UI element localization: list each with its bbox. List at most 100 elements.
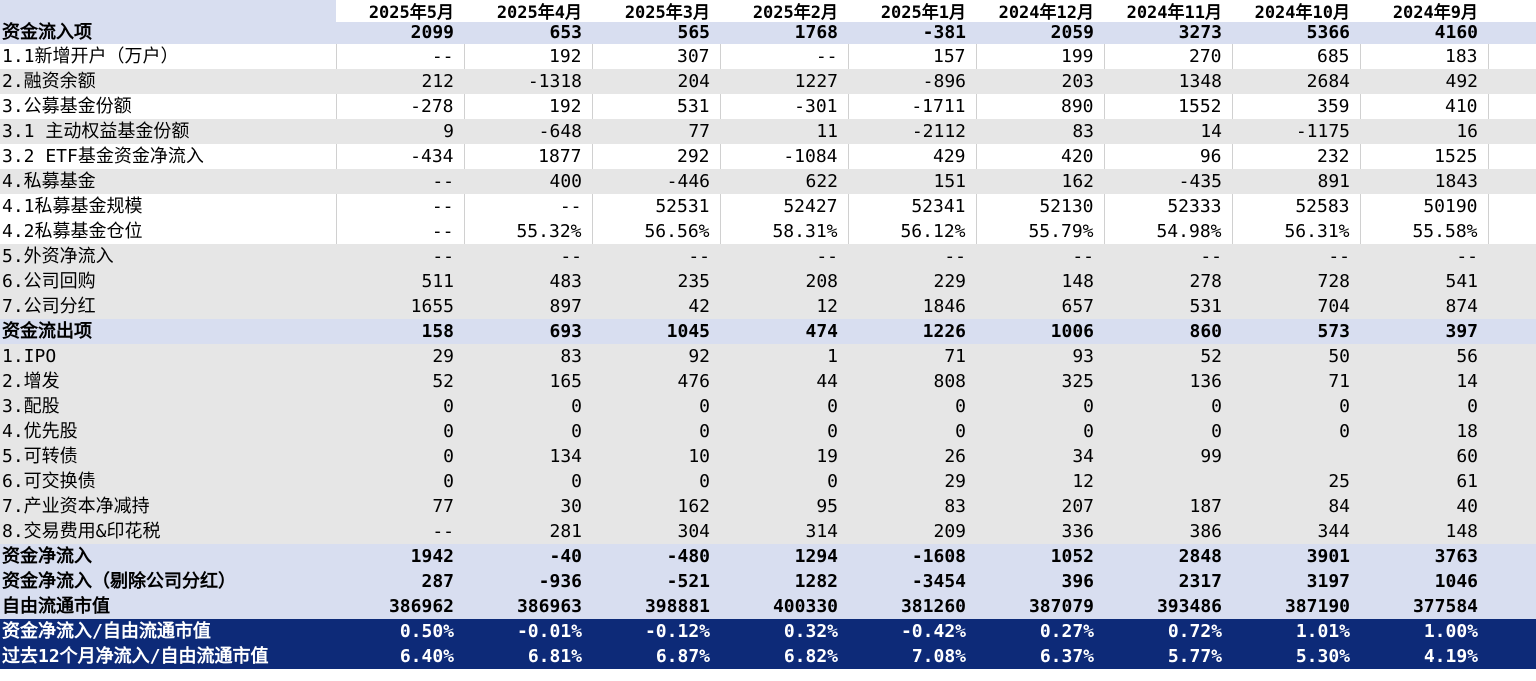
- row-label: 3.2 ETF基金资金净流入: [0, 144, 337, 169]
- row-label: 资金净流入（剔除公司分红）: [0, 569, 336, 594]
- table-cell: 0: [720, 394, 848, 419]
- table-cell: 397: [1360, 319, 1488, 344]
- table-cell: 61: [1360, 469, 1488, 494]
- row-label: 4.1私募基金规模: [0, 194, 337, 219]
- table-cell: 511: [336, 269, 464, 294]
- row-label: 2.融资余额: [0, 69, 336, 94]
- table-row: 3.1 主动权益基金份额 9 -648 77 11 -2112 83 14 -1175 16: [0, 119, 1536, 144]
- table-cell: --: [336, 519, 464, 544]
- row-edge: [1488, 569, 1536, 594]
- table-cell: 386963: [464, 594, 592, 619]
- row-label: 自由流通市值: [0, 594, 336, 619]
- table-cell: 162: [976, 169, 1104, 194]
- table-cell: 212: [336, 69, 464, 94]
- table-cell: 50: [1232, 344, 1360, 369]
- column-month: 2024年12月: [998, 3, 1094, 23]
- table-cell: -0.42%: [848, 619, 976, 644]
- row-edge: [1488, 394, 1536, 419]
- table-cell: 60: [1360, 444, 1488, 469]
- table-cell: 1227: [720, 69, 848, 94]
- table-cell: --: [1360, 244, 1488, 269]
- table-cell: 0: [592, 469, 720, 494]
- table-cell: 93: [976, 344, 1104, 369]
- table-cell: 325: [976, 369, 1104, 394]
- column-month: 2024年11月: [1126, 3, 1222, 23]
- row-edge: [1488, 619, 1536, 644]
- table-row: 7.产业资本净减持 77 30 162 95 83 207 187 84 40: [0, 494, 1536, 519]
- table-cell: --: [1104, 244, 1232, 269]
- table-cell: 6.81%: [464, 644, 592, 669]
- table-cell: 183: [1360, 44, 1489, 69]
- table-cell: 270: [1104, 44, 1233, 69]
- table-row: 4.私募基金 -- 400 -446 622 151 162 -435 891 1843: [0, 169, 1536, 194]
- table-cell: 278: [1104, 269, 1232, 294]
- table-cell: 52: [1104, 344, 1232, 369]
- table-cell: 235: [592, 269, 720, 294]
- row-edge: [1488, 0, 1536, 44]
- table-cell: 874: [1360, 294, 1488, 319]
- table-row: 4.1私募基金规模 -- -- 52531 52427 52341 52130 52333 52…: [0, 194, 1536, 219]
- table-cell: 56: [1360, 344, 1488, 369]
- table-cell: 16: [1360, 119, 1488, 144]
- table-cell: --: [336, 244, 464, 269]
- table-cell: 0: [592, 419, 720, 444]
- table-row: 3.2 ETF基金资金净流入 -434 1877 292 -1084 429 420 96 23…: [0, 144, 1536, 169]
- table-row: 资金净流入 1942 -40 -480 1294 -1608 1052 2848 3901 376…: [0, 544, 1536, 569]
- row-label: 7.公司分红: [0, 294, 336, 319]
- table-cell: 1.00%: [1360, 619, 1488, 644]
- table-cell: --: [976, 244, 1104, 269]
- table-row: 5.可转债 0 134 10 19 26 34 99 60: [0, 444, 1536, 469]
- table-cell: 387079: [976, 594, 1104, 619]
- table-cell: 0.32%: [720, 619, 848, 644]
- table-cell: 148: [1360, 519, 1488, 544]
- row-edge: [1488, 369, 1536, 394]
- table-cell: 685: [1232, 44, 1361, 69]
- table-cell: 165: [464, 369, 592, 394]
- inflow-total-value: 4160: [1434, 22, 1478, 43]
- row-edge: [1488, 419, 1536, 444]
- column-month: 2024年10月: [1254, 3, 1350, 23]
- table-cell: 204: [592, 69, 720, 94]
- table-cell: 400330: [720, 594, 848, 619]
- table-cell: -0.12%: [592, 619, 720, 644]
- inflow-total-value: 2059: [1050, 22, 1094, 43]
- table-cell: 704: [1232, 294, 1360, 319]
- table-cell: 44: [720, 369, 848, 394]
- table-cell: 55.58%: [1360, 219, 1489, 244]
- table-cell: --: [336, 44, 465, 69]
- table-cell: 1045: [592, 319, 720, 344]
- table-cell: 52583: [1232, 194, 1361, 219]
- table-cell: 1846: [848, 294, 976, 319]
- table-cell: -1084: [720, 144, 849, 169]
- row-edge: [1488, 219, 1536, 244]
- table-cell: 1525: [1360, 144, 1489, 169]
- table-cell: -936: [464, 569, 592, 594]
- table-cell: 134: [464, 444, 592, 469]
- row-label: 资金流出项: [0, 319, 336, 344]
- table-cell: -446: [592, 169, 720, 194]
- table-cell: -3454: [848, 569, 976, 594]
- table-cell: -434: [336, 144, 465, 169]
- row-label: 3.配股: [0, 394, 336, 419]
- table-cell: 2684: [1232, 69, 1360, 94]
- table-cell: 6.40%: [336, 644, 464, 669]
- table-row: 6.公司回购 511 483 235 208 229 148 278 728 541: [0, 269, 1536, 294]
- table-cell: 56.56%: [592, 219, 721, 244]
- table-cell: 377584: [1360, 594, 1488, 619]
- table-cell: 55.32%: [464, 219, 593, 244]
- table-cell: 1552: [1104, 94, 1233, 119]
- table-cell: 0: [336, 419, 464, 444]
- table-cell: 1006: [976, 319, 1104, 344]
- row-edge: [1488, 644, 1536, 669]
- table-cell: 18: [1360, 419, 1488, 444]
- table-cell: 1226: [848, 319, 976, 344]
- table-cell: 1: [720, 344, 848, 369]
- table-cell: --: [720, 44, 849, 69]
- table-cell: 40: [1360, 494, 1488, 519]
- table-cell: 420: [976, 144, 1105, 169]
- table-cell: -1318: [464, 69, 592, 94]
- table-cell: -648: [464, 119, 592, 144]
- table-cell: 207: [976, 494, 1104, 519]
- table-cell: 229: [848, 269, 976, 294]
- table-cell: 0: [464, 419, 592, 444]
